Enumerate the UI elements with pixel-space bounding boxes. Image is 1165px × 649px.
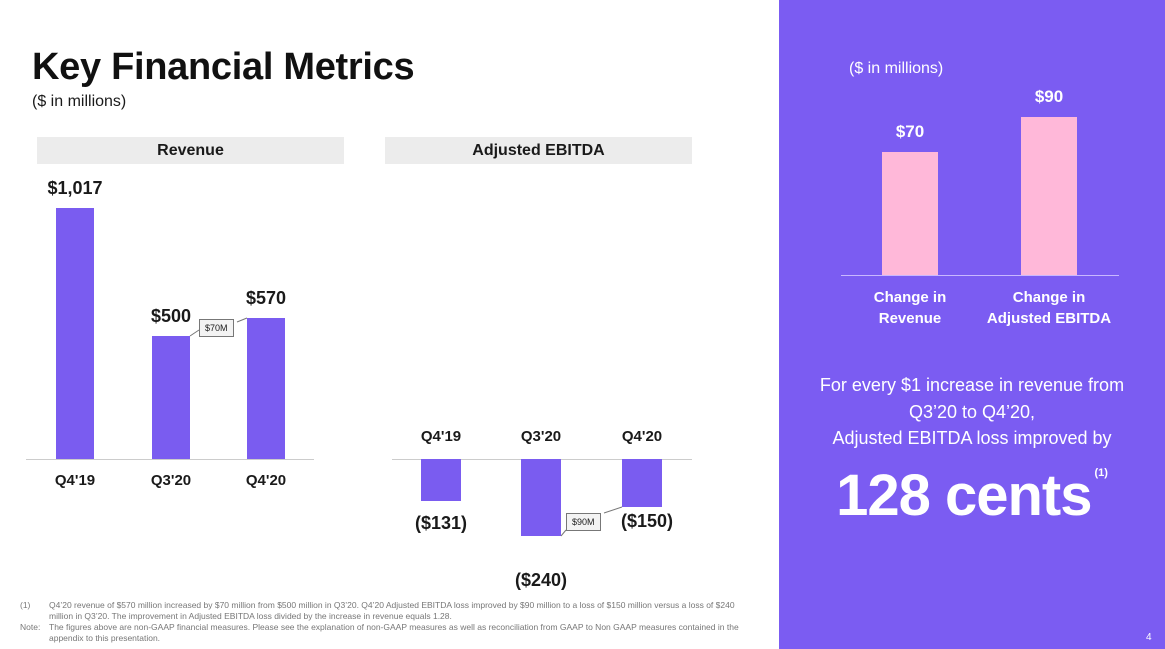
- revenue-bar: [152, 335, 190, 459]
- category-line: Change in: [873, 289, 947, 306]
- ebitda-bar: [421, 459, 461, 501]
- summary-panel: ($ in millions) $70 Change in Revenue $90 Ch…: [779, 0, 1165, 649]
- page-title: Key Financial Metrics: [32, 46, 415, 88]
- big-result-row: 128 cents (1): [779, 462, 1165, 530]
- category-line: Adjusted EBITDA: [986, 310, 1112, 327]
- revenue-change-callout: $70M: [199, 319, 234, 337]
- page-number: 4: [1146, 632, 1152, 643]
- revenue-tick-label: Q4'19: [54, 472, 96, 489]
- page-subtitle: ($ in millions): [32, 93, 127, 110]
- footnotes: (1) Q4’20 revenue of $570 million increas…: [20, 600, 750, 644]
- ebitda-value-label: ($131): [414, 512, 468, 533]
- footnote-note: Note: The figures above are non-GAAP fina…: [20, 622, 739, 643]
- change-category-label: Change in Revenue: [845, 287, 975, 329]
- ebitda-bar: [622, 459, 662, 507]
- category-line: Change in: [1012, 289, 1086, 306]
- panel-units: ($ in millions): [849, 60, 944, 77]
- panel-statement: For every $1 increase in revenue from Q3…: [779, 372, 1165, 452]
- category-line: Revenue: [878, 310, 942, 327]
- change-category-label: Change in Adjusted EBITDA: [984, 287, 1114, 329]
- revenue-value-label: $500: [150, 305, 192, 326]
- revenue-bar: [56, 208, 94, 459]
- revenue-tick-label: Q4'20: [245, 472, 287, 489]
- footnote-1: (1) Q4’20 revenue of $570 million increas…: [20, 600, 735, 621]
- ebitda-chart-header: Adjusted EBITDA: [385, 137, 692, 164]
- statement-line: For every $1 increase in revenue from: [819, 375, 1125, 395]
- ebitda-bar: [521, 459, 561, 536]
- change-value-label: $70: [895, 122, 925, 141]
- ebitda-value-label: ($240): [514, 569, 568, 590]
- revenue-value-label: $570: [245, 288, 287, 309]
- change-value-label: $90: [1034, 86, 1064, 106]
- revenue-value-label: $1,017: [47, 178, 103, 198]
- revenue-callout-leader: [189, 317, 248, 337]
- ebitda-callout-leader: [560, 506, 623, 537]
- change-bar: [1021, 116, 1077, 275]
- revenue-tick-label: Q3'20: [150, 472, 192, 489]
- ebitda-tick-label: Q3'20: [520, 428, 562, 445]
- ebitda-change-callout: $90M: [566, 513, 601, 531]
- change-axis: [841, 275, 1119, 276]
- statement-line: Q3’20 to Q4’20,: [908, 401, 1036, 422]
- change-bar: [882, 152, 938, 275]
- ebitda-value-label: ($150): [620, 511, 674, 531]
- ebitda-tick-label: Q4'20: [621, 428, 663, 445]
- revenue-axis: [26, 459, 314, 460]
- big-result: 128 cents: [836, 463, 1092, 528]
- revenue-chart-header: Revenue: [37, 137, 344, 164]
- footnote-ref: (1): [1094, 467, 1108, 479]
- revenue-bar: [247, 318, 285, 459]
- ebitda-tick-label: Q4'19: [420, 428, 462, 445]
- statement-line: Adjusted EBITDA loss improved by: [832, 428, 1112, 448]
